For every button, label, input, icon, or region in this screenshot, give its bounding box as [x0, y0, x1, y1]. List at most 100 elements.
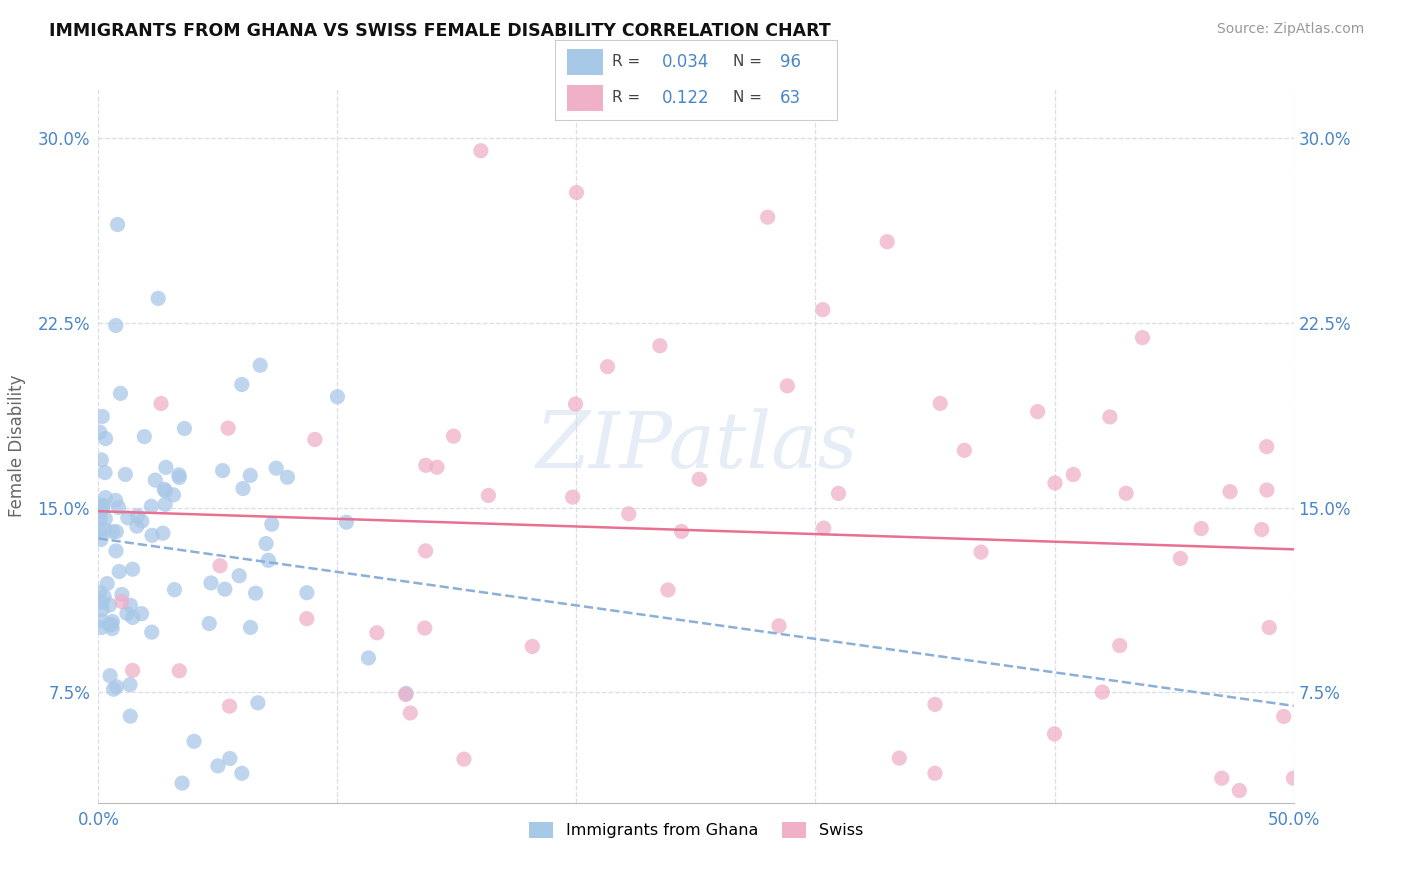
Point	[198, 616, 221, 631]
Point	[776, 379, 799, 393]
Point	[117, 510, 139, 524]
Point	[91, 501, 114, 516]
Bar	[567, 85, 603, 111]
Point	[101, 622, 124, 636]
Point	[1219, 484, 1241, 499]
Point	[924, 698, 946, 712]
Point	[813, 521, 835, 535]
Point	[91, 409, 114, 424]
Point	[443, 429, 465, 443]
Text: R =: R =	[612, 90, 645, 105]
Point	[811, 302, 834, 317]
Text: ZIPatlas: ZIPatlas	[534, 408, 858, 484]
Point	[90, 533, 112, 547]
Point	[395, 686, 418, 700]
Point	[127, 508, 149, 523]
Point	[257, 553, 280, 567]
Point	[218, 699, 240, 714]
Text: 0.122: 0.122	[662, 89, 710, 107]
Point	[617, 507, 640, 521]
Point	[453, 752, 475, 766]
Point	[104, 544, 127, 558]
Point	[89, 425, 111, 439]
Point	[169, 664, 191, 678]
Point	[200, 576, 222, 591]
Point	[148, 291, 170, 305]
Point	[1256, 440, 1278, 454]
Point	[101, 615, 124, 629]
Point	[219, 751, 242, 765]
Point	[415, 458, 437, 473]
Point	[827, 486, 849, 500]
Point	[94, 523, 117, 537]
Point	[90, 453, 112, 467]
Point	[357, 651, 380, 665]
Point	[1098, 409, 1121, 424]
Text: IMMIGRANTS FROM GHANA VS SWISS FEMALE DISABILITY CORRELATION CHART: IMMIGRANTS FROM GHANA VS SWISS FEMALE DI…	[49, 22, 831, 40]
Text: 96: 96	[780, 53, 801, 70]
Point	[208, 558, 231, 573]
Point	[94, 466, 117, 480]
Point	[876, 235, 898, 249]
Point	[1258, 620, 1281, 634]
Text: N =: N =	[733, 90, 766, 105]
Point	[1189, 522, 1212, 536]
Point	[366, 625, 388, 640]
Y-axis label: Female Disability: Female Disability	[8, 375, 27, 517]
Point	[111, 594, 134, 608]
Point	[89, 585, 111, 599]
Point	[1256, 483, 1278, 497]
Point	[470, 144, 492, 158]
Point	[167, 467, 190, 482]
Point	[1272, 709, 1295, 723]
Text: N =: N =	[733, 54, 766, 70]
Point	[91, 499, 114, 513]
Point	[152, 526, 174, 541]
Point	[121, 664, 143, 678]
Point	[231, 377, 253, 392]
Point	[101, 524, 124, 539]
Point	[155, 484, 177, 499]
Point	[167, 470, 190, 484]
Point	[91, 499, 114, 513]
Point	[1170, 551, 1192, 566]
Point	[239, 620, 262, 634]
Point	[1043, 475, 1066, 490]
Point	[155, 460, 177, 475]
Point	[94, 512, 117, 526]
Point	[295, 612, 318, 626]
Point	[564, 397, 586, 411]
Point	[1227, 783, 1250, 797]
Legend: Immigrants from Ghana, Swiss: Immigrants from Ghana, Swiss	[523, 815, 869, 845]
Point	[648, 339, 671, 353]
Point	[89, 503, 111, 517]
Point	[688, 472, 710, 486]
Point	[295, 585, 318, 599]
Point	[929, 396, 952, 410]
Point	[1091, 685, 1114, 699]
Point	[89, 512, 111, 526]
Point	[426, 460, 449, 475]
Point	[155, 497, 177, 511]
Point	[1250, 523, 1272, 537]
Point	[207, 759, 229, 773]
Text: Source: ZipAtlas.com: Source: ZipAtlas.com	[1216, 22, 1364, 37]
Point	[104, 318, 127, 333]
Point	[264, 461, 287, 475]
Point	[953, 443, 976, 458]
Point	[103, 682, 125, 697]
Point	[756, 210, 779, 224]
Point	[125, 519, 148, 533]
Point	[565, 186, 588, 200]
Point	[596, 359, 619, 374]
Point	[98, 598, 121, 612]
Point	[228, 568, 250, 582]
Point	[1043, 727, 1066, 741]
Point	[98, 669, 121, 683]
Point	[91, 602, 114, 616]
Point	[120, 599, 142, 613]
Point	[173, 421, 195, 435]
Point	[924, 766, 946, 780]
Point	[150, 396, 173, 410]
Point	[93, 590, 115, 604]
